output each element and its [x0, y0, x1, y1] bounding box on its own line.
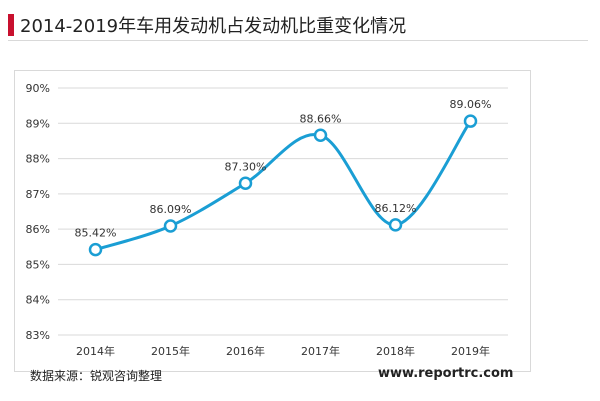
data-point — [313, 128, 328, 143]
data-point — [163, 219, 178, 233]
chart-frame — [14, 70, 531, 372]
title-accent-bar — [8, 14, 14, 36]
x-tick-label: 2015年 — [151, 344, 190, 358]
x-tick-label: 2019年 — [451, 344, 490, 358]
data-label: 85.42% — [75, 227, 117, 240]
series-line — [94, 119, 472, 252]
x-tick-label: 2018年 — [376, 344, 415, 358]
y-tick-label: 90% — [26, 82, 50, 95]
page-title: 2014-2019年车用发动机占发动机比重变化情况 — [20, 16, 407, 37]
data-source-note: 数据来源：锐观咨询整理 — [30, 369, 163, 383]
y-tick-label: 84% — [26, 294, 50, 307]
data-point — [388, 218, 403, 232]
x-tick-label: 2017年 — [301, 344, 340, 358]
data-label: 89.06% — [450, 98, 492, 111]
y-tick-label: 83% — [26, 329, 50, 342]
data-point — [238, 176, 253, 191]
data-label: 86.12% — [375, 202, 417, 215]
y-tick-label: 85% — [26, 258, 50, 271]
data-point — [88, 242, 103, 257]
x-tick-label: 2016年 — [226, 344, 265, 358]
y-tick-label: 88% — [26, 153, 50, 166]
data-label: 86.09% — [150, 203, 192, 216]
data-label: 88.66% — [300, 112, 342, 125]
data-label: 87.30% — [225, 160, 267, 173]
y-tick-label: 89% — [26, 117, 50, 130]
x-tick-label: 2014年 — [76, 344, 115, 358]
y-tick-label: 86% — [26, 223, 50, 236]
title-divider — [8, 40, 588, 41]
y-tick-label: 87% — [26, 188, 50, 201]
data-point — [463, 114, 478, 128]
site-url[interactable]: www.reportrc.com — [378, 366, 514, 381]
